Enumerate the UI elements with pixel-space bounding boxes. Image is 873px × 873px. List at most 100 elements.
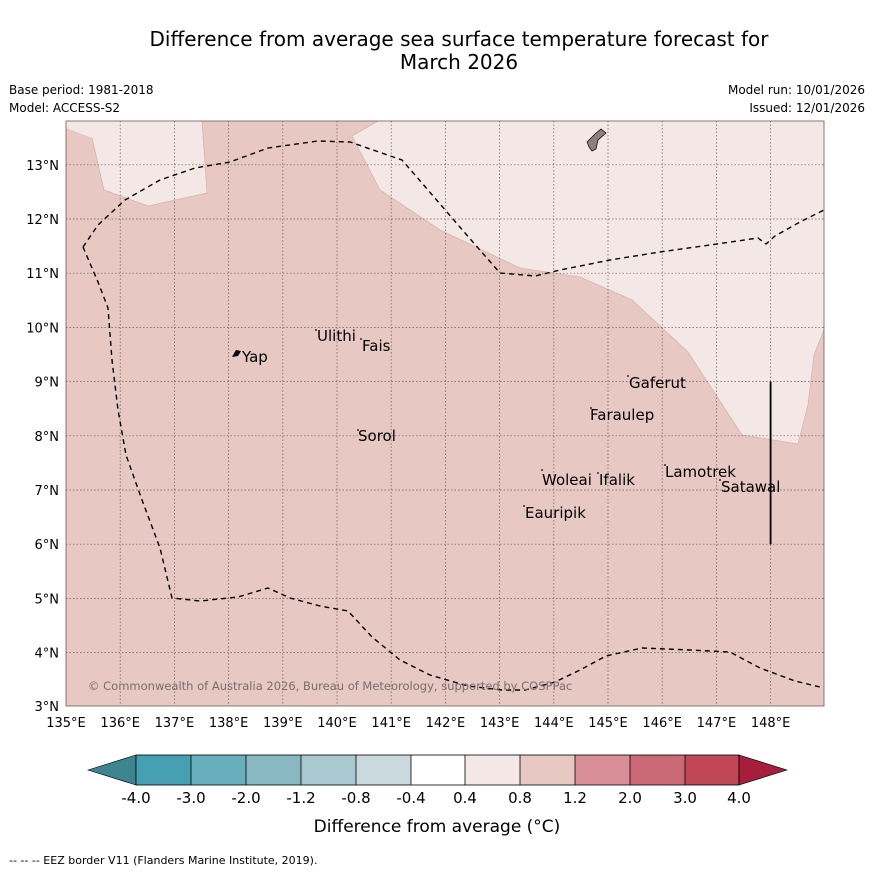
lon-tick-label: 146°E <box>642 716 682 731</box>
lon-tick-label: 142°E <box>426 716 466 731</box>
gaferut-marker <box>627 375 629 377</box>
lon-tick-label: 136°E <box>100 716 140 731</box>
faraulep-marker <box>590 407 592 409</box>
colorbar-ticks: -4.0 -3.0 -2.0 -1.2 -0.8 -0.4 0.4 0.8 1.… <box>121 789 751 807</box>
colorbar-segment <box>520 755 575 785</box>
title-line-1: Difference from average sea surface temp… <box>149 27 769 51</box>
lat-tick-label: 13°N <box>26 159 59 174</box>
lat-tick-label: 12°N <box>26 213 59 228</box>
colorbar-tick-label: 0.8 <box>508 789 532 807</box>
lon-tick-label: 138°E <box>209 716 249 731</box>
guam-island <box>586 128 607 152</box>
lon-tick-label: 144°E <box>534 716 574 731</box>
colorbar-segment <box>575 755 630 785</box>
anomaly-band-0-4-0-8-west <box>66 121 207 206</box>
colorbar-tick-label: -3.0 <box>176 789 205 807</box>
place-label-yap: Yap <box>241 348 268 366</box>
eez-border-north <box>82 140 824 277</box>
place-labels: Yap Ulithi Fais Gaferut Faraulep Sorol W… <box>241 327 780 522</box>
contour-edge-east <box>351 121 824 445</box>
title-line-2: March 2026 <box>399 50 519 74</box>
lon-tick-label: 137°E <box>155 716 195 731</box>
meta-right: Model run: 10/01/2026 Issued: 12/01/2026 <box>728 83 865 119</box>
ifalik-marker <box>597 472 599 474</box>
fais-marker <box>360 338 362 340</box>
colorbar-dividers <box>190 755 686 785</box>
woleai-marker <box>541 469 543 471</box>
colorbar-tick-label: 2.0 <box>618 789 642 807</box>
colorbar-tick-label: -0.8 <box>341 789 370 807</box>
meta-left: Base period: 1981-2018 Model: ACCESS-S2 <box>9 83 154 119</box>
colorbar-tick-label: -1.2 <box>286 789 315 807</box>
lon-tick-label: 143°E <box>480 716 520 731</box>
lat-axis: 3°N 4°N 5°N 6°N 7°N 8°N 9°N 10°N 11°N 12… <box>26 159 59 715</box>
colorbar-segment <box>411 755 465 785</box>
colorbar: -4.0 -3.0 -2.0 -1.2 -0.8 -0.4 0.4 0.8 1.… <box>86 754 789 837</box>
lon-tick-label: 141°E <box>371 716 411 731</box>
eez-legend: -- -- -- EEZ border V11 (Flanders Marine… <box>9 854 318 867</box>
lon-tick-label: 135°E <box>46 716 86 731</box>
lon-tick-label: 145°E <box>588 716 628 731</box>
lon-tick-label: 147°E <box>697 716 737 731</box>
yap-island <box>232 350 241 357</box>
gridlines <box>66 121 824 706</box>
colorbar-segment <box>301 755 356 785</box>
colorbar-label: Difference from average (°C) <box>314 817 561 837</box>
ulithi-marker <box>315 329 317 331</box>
place-label-woleai: Woleai <box>542 471 592 489</box>
lon-tick-label: 140°E <box>317 716 357 731</box>
map-area <box>66 121 824 706</box>
satawal-marker <box>719 479 721 481</box>
colorbar-segment <box>465 755 520 785</box>
colorbar-tick-label: -2.0 <box>231 789 260 807</box>
eauripik-marker <box>523 505 525 507</box>
base-period: Base period: 1981-2018 <box>9 83 154 97</box>
lat-tick-label: 11°N <box>26 267 59 282</box>
colorbar-tick-label: 4.0 <box>727 789 751 807</box>
place-label-gaferut: Gaferut <box>629 374 686 392</box>
lamotrek-marker <box>664 464 666 466</box>
colorbar-tick-label: 1.2 <box>563 789 587 807</box>
colorbar-segment <box>136 755 191 785</box>
lon-axis: 135°E 136°E 137°E 138°E 139°E 140°E 141°… <box>46 716 790 731</box>
place-label-faraulep: Faraulep <box>590 406 654 424</box>
chart-title: Difference from average sea surface temp… <box>0 28 873 74</box>
place-label-satawal: Satawal <box>721 478 780 496</box>
copyright-notice: © Commonwealth of Australia 2026, Bureau… <box>88 679 572 693</box>
colorbar-segment <box>246 755 301 785</box>
lat-tick-label: 9°N <box>35 376 60 391</box>
anomaly-band-0-4-0-8-east <box>352 121 824 444</box>
lat-tick-label: 10°N <box>26 321 59 336</box>
colorbar-outline <box>135 754 740 786</box>
place-label-ifalik: Ifalik <box>599 471 635 489</box>
lon-tick-label: 139°E <box>263 716 303 731</box>
lon-tick-label: 148°E <box>751 716 791 731</box>
colorbar-tick-label: 0.4 <box>453 789 477 807</box>
lat-tick-label: 5°N <box>35 592 60 607</box>
colorbar-segment <box>630 755 685 785</box>
place-label-ulithi: Ulithi <box>317 327 356 345</box>
place-label-eauripik: Eauripik <box>525 504 586 522</box>
lat-tick-label: 7°N <box>35 484 60 499</box>
colorbar-tick-label: 3.0 <box>673 789 697 807</box>
issued-date: Issued: 12/01/2026 <box>749 101 865 115</box>
map-frame <box>65 120 825 707</box>
model-run: Model run: 10/01/2026 <box>727 83 865 97</box>
place-label-lamotrek: Lamotrek <box>665 463 736 481</box>
lat-tick-label: 3°N <box>35 700 60 715</box>
place-label-fais: Fais <box>362 337 391 355</box>
contour-edge-west <box>91 121 208 207</box>
colorbar-tick-label: -4.0 <box>121 789 150 807</box>
colorbar-extend-high <box>738 754 789 786</box>
lat-tick-label: 8°N <box>35 430 60 445</box>
model-name: Model: ACCESS-S2 <box>9 101 121 115</box>
colorbar-tick-label: -0.4 <box>396 789 425 807</box>
colorbar-segment <box>685 755 739 785</box>
lat-tick-label: 4°N <box>35 647 60 662</box>
colorbar-segment <box>191 755 246 785</box>
sorol-marker <box>357 429 359 431</box>
colorbar-segment <box>356 755 411 785</box>
place-label-sorol: Sorol <box>358 427 396 445</box>
colorbar-extend-low <box>86 754 137 786</box>
